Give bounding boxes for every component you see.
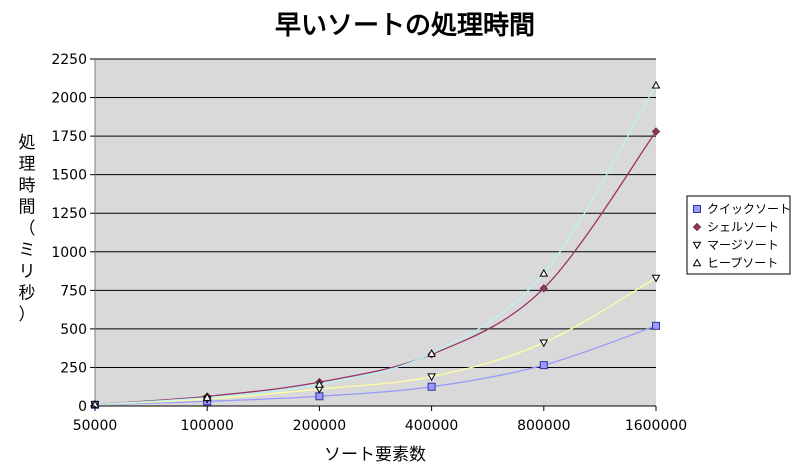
- x-tick-label: 50000: [73, 418, 118, 434]
- y-tick-label: 2000: [51, 91, 87, 107]
- diamond-marker: [651, 127, 661, 136]
- y-axis-label-char: 処: [19, 133, 36, 153]
- x-tick-label: 400000: [405, 418, 458, 434]
- x-axis-ticks: 50000 100000 200000 400000 800000 1600000: [73, 406, 687, 434]
- triangle-down-marker: [692, 241, 702, 250]
- chart-title: 早いソートの処理時間: [275, 11, 535, 41]
- y-tick-label: 2250: [51, 52, 87, 68]
- diamond-marker: [692, 222, 702, 232]
- triangle-up-marker: [539, 268, 549, 277]
- x-tick-label: 100000: [180, 418, 233, 434]
- legend-entry-label: マージソート: [707, 238, 779, 252]
- triangle-up-marker: [202, 392, 212, 401]
- diamond-marker: [539, 284, 549, 293]
- gridlines: [94, 58, 656, 407]
- y-tick-label: 1250: [51, 206, 87, 222]
- y-tick-label: 750: [60, 283, 87, 299]
- y-tick-label: 1500: [51, 168, 87, 184]
- plot-area: [95, 59, 656, 406]
- y-axis-label-char: ）: [19, 305, 36, 325]
- y-axis-label-char: 秒: [19, 284, 36, 304]
- y-axis-label-char: 理: [19, 155, 36, 175]
- y-axis-label-char: リ: [19, 262, 36, 282]
- triangle-up-marker: [651, 80, 661, 89]
- y-axis-label-char: ミ: [19, 241, 36, 261]
- triangle-up-marker: [315, 379, 324, 388]
- x-tick-label: 1600000: [625, 418, 687, 434]
- y-tick-label: 250: [60, 360, 87, 376]
- x-tick-label: 200000: [293, 418, 346, 434]
- y-tick-label: 500: [60, 322, 87, 338]
- legend-box: [686, 195, 791, 275]
- x-tick-label: 800000: [517, 418, 570, 434]
- data-markers: [90, 80, 661, 410]
- trendline: [94, 277, 657, 406]
- y-axis-label: 処理時間（ミリ秒）: [19, 133, 36, 325]
- y-axis-label-char: 時: [19, 176, 36, 196]
- square-marker: [427, 382, 436, 391]
- legend-entry-label: シェルソート: [707, 220, 779, 234]
- y-axis-ticks: 0 250 500 750 1000 1250 1500 1750 2000 2250: [51, 52, 95, 415]
- triangle-up-marker: [692, 258, 702, 267]
- y-tick-label: 1750: [51, 129, 87, 145]
- square-marker: [539, 361, 548, 370]
- trendlines: [94, 84, 657, 406]
- triangle-down-marker: [427, 373, 436, 382]
- triangle-up-marker: [427, 349, 436, 357]
- y-axis-label-char: 間: [19, 198, 36, 218]
- y-axis-label-char: （: [19, 219, 36, 239]
- square-marker: [315, 392, 324, 401]
- x-axis-label: ソート要素数: [324, 445, 426, 465]
- trendline: [94, 131, 657, 406]
- y-tick-label: 0: [78, 399, 87, 415]
- legend-entry-label: クイックソート: [707, 202, 791, 216]
- y-tick-label: 1000: [51, 245, 87, 261]
- square-marker: [652, 321, 660, 330]
- triangle-down-marker: [539, 339, 549, 348]
- triangle-down-marker: [651, 274, 661, 283]
- legend-entry-label: ヒープソート: [707, 256, 778, 270]
- square-marker: [693, 205, 701, 213]
- trendline: [94, 325, 657, 406]
